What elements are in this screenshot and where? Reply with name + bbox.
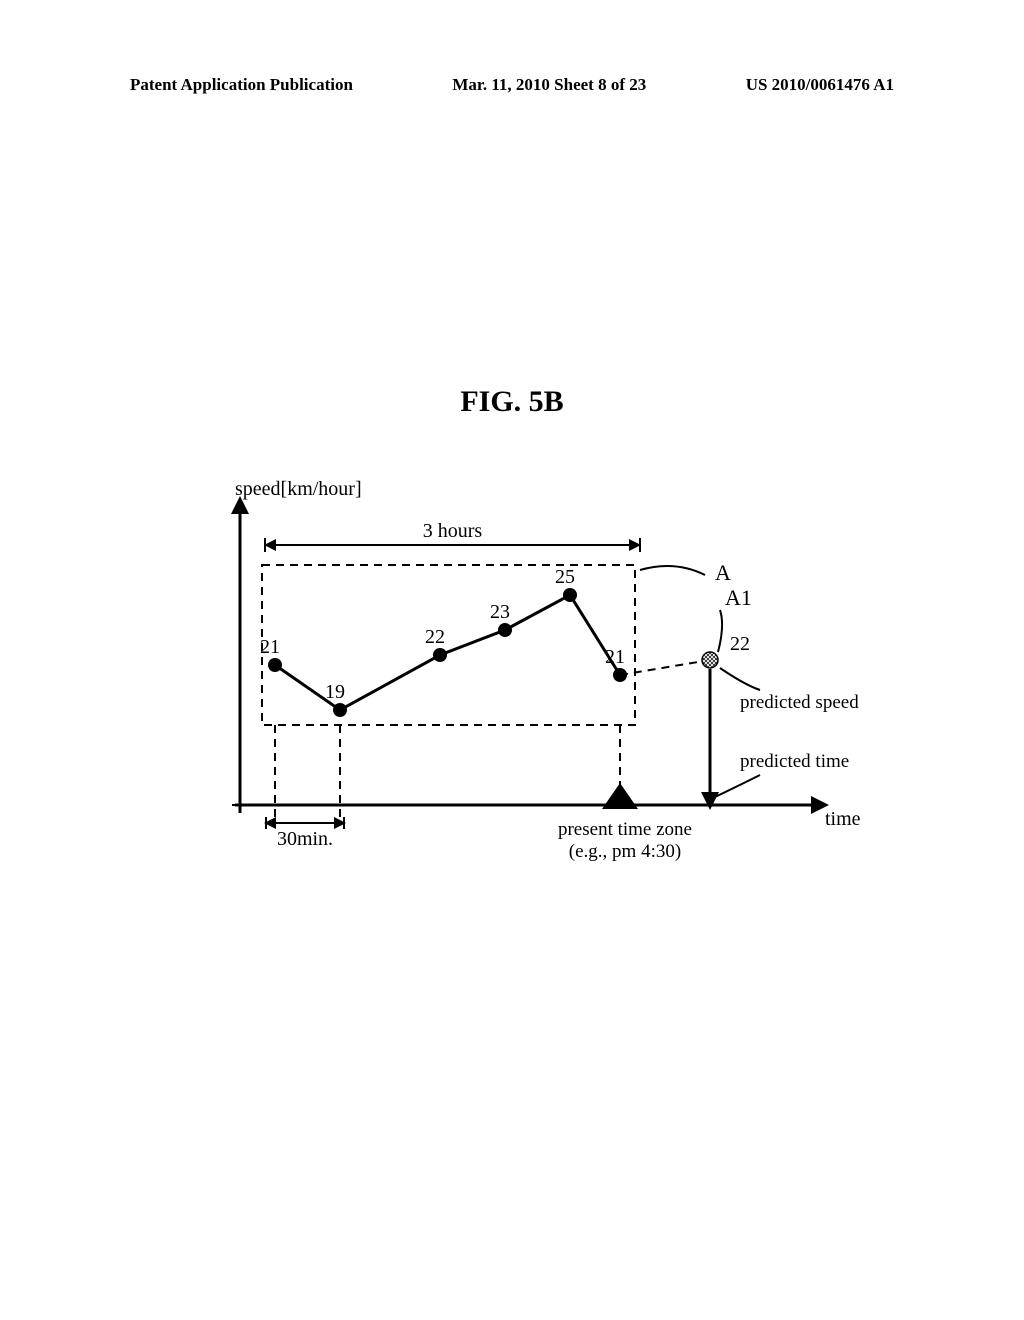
svg-text:predicted speed: predicted speed <box>740 692 859 713</box>
header-center: Mar. 11, 2010 Sheet 8 of 23 <box>452 75 646 95</box>
figure-title: FIG. 5B <box>0 385 1024 419</box>
svg-text:21: 21 <box>605 646 625 668</box>
header-left: Patent Application Publication <box>130 75 353 95</box>
svg-text:23: 23 <box>490 601 510 623</box>
page-header: Patent Application Publication Mar. 11, … <box>0 75 1024 95</box>
svg-text:present time zone: present time zone <box>558 819 692 840</box>
svg-text:22: 22 <box>425 626 445 648</box>
svg-text:22: 22 <box>730 633 750 655</box>
header-right: US 2010/0061476 A1 <box>746 75 894 95</box>
svg-text:30min.: 30min. <box>277 828 333 850</box>
svg-text:speed[km/hour]: speed[km/hour] <box>235 478 362 500</box>
svg-text:25: 25 <box>555 566 575 588</box>
chart: speed[km/hour] time A 3 hours 30min. 21 19 22 23… <box>170 465 870 885</box>
svg-text:3 hours: 3 hours <box>423 520 483 542</box>
svg-text:19: 19 <box>325 681 345 703</box>
svg-text:A1: A1 <box>725 585 752 610</box>
svg-text:21: 21 <box>260 636 280 658</box>
svg-text:(e.g., pm 4:30): (e.g., pm 4:30) <box>569 841 681 862</box>
svg-text:predicted time: predicted time <box>740 751 849 772</box>
svg-text:A: A <box>715 560 731 585</box>
svg-text:time: time <box>825 808 861 830</box>
